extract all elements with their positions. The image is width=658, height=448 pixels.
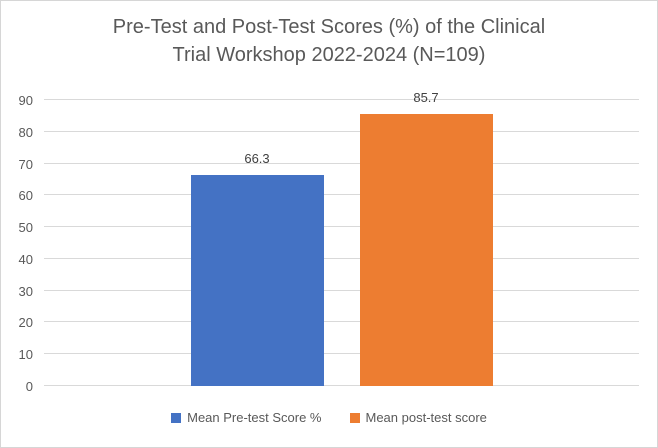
y-tick-label-50: 50: [18, 220, 33, 236]
legend-label: Mean post-test score: [365, 410, 487, 425]
data-label-series-2: 85.7: [413, 89, 439, 105]
gridline-20: [44, 321, 639, 323]
gridline-90: [44, 99, 639, 100]
y-tick-label-70: 70: [18, 156, 33, 172]
gridline-0: [44, 385, 639, 386]
gridline-70: [44, 162, 639, 164]
data-label-series-1: 66.3: [244, 151, 270, 167]
legend-label: Mean Pre-test Score %: [187, 410, 322, 425]
legend-item-2: Mean post-test score: [349, 410, 487, 425]
bar-series-2: [359, 113, 493, 386]
y-tick-label-0: 0: [25, 379, 33, 394]
y-tick-label-30: 30: [18, 283, 33, 299]
chart-title: Pre-Test and Post-Test Scores (%) of the…: [1, 13, 657, 69]
gridline-60: [44, 194, 639, 196]
legend-swatch-icon: [349, 412, 360, 423]
legend-item-1: Mean Pre-test Score %: [171, 410, 322, 425]
gridline-40: [44, 257, 639, 259]
y-tick-label-20: 20: [18, 315, 33, 331]
chart-title-line-1: Pre-Test and Post-Test Scores (%) of the…: [112, 16, 546, 38]
gridline-10: [44, 353, 639, 355]
y-tick-label-60: 60: [18, 188, 33, 204]
legend-swatch-icon: [171, 412, 182, 423]
gridline-80: [44, 130, 639, 132]
gridline-30: [44, 289, 639, 291]
chart-title-line-2: Trial Workshop 2022-2024 (N=109): [172, 44, 486, 66]
y-tick-label-90: 90: [18, 93, 33, 108]
plot-area: 0 10 20 30 40 50 60 70 80 90 66.3 85.7: [19, 90, 639, 394]
bar-series-1: [190, 175, 324, 386]
y-tick-label-40: 40: [18, 251, 33, 267]
legend: Mean Pre-test Score % Mean post-test scor…: [1, 410, 657, 425]
y-tick-label-10: 10: [18, 347, 33, 363]
gridline-50: [44, 226, 639, 228]
y-tick-label-80: 80: [18, 124, 33, 140]
